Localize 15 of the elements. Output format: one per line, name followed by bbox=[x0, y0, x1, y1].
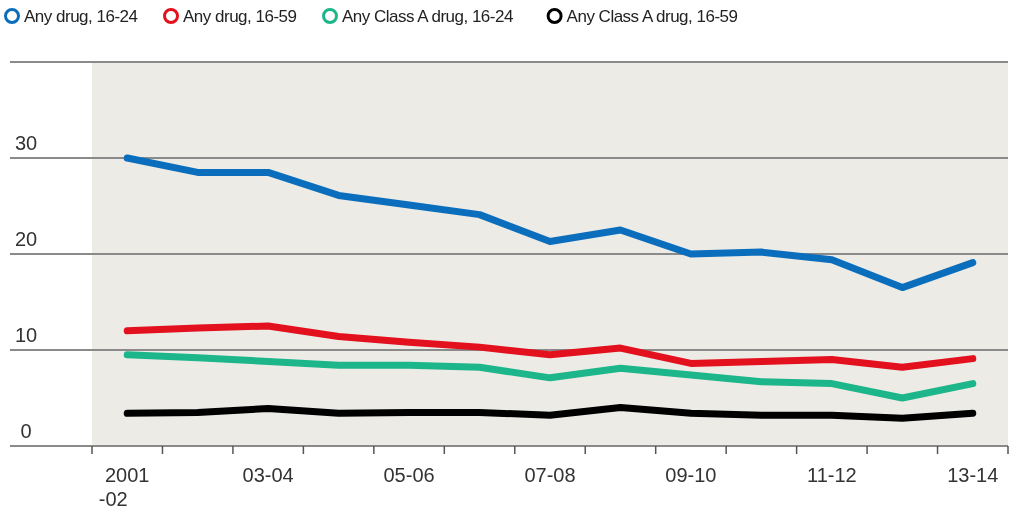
y-tick-label: 0 bbox=[20, 420, 32, 442]
y-tick-label: 20 bbox=[14, 228, 38, 250]
x-tick-label: 13-14 bbox=[947, 464, 999, 486]
x-tick-label: 07-08 bbox=[524, 464, 576, 486]
legend-label: Any Class A drug, 16-59 bbox=[566, 7, 738, 26]
x-tick-label: 03-04 bbox=[242, 464, 294, 486]
y-tick-label: 10 bbox=[14, 324, 38, 346]
legend-label: Any drug, 16-24 bbox=[24, 7, 138, 26]
legend-label: Any Class A drug, 16-24 bbox=[342, 7, 513, 26]
x-tick-label: 05-06 bbox=[383, 464, 435, 486]
x-tick-label: 09-10 bbox=[665, 464, 717, 486]
x-tick-label: 11-12 bbox=[807, 464, 857, 486]
y-tick-label: 30 bbox=[14, 132, 38, 154]
legend-label: Any drug, 16-59 bbox=[183, 7, 297, 26]
x-tick-label: 2001 -02 bbox=[98, 464, 150, 510]
